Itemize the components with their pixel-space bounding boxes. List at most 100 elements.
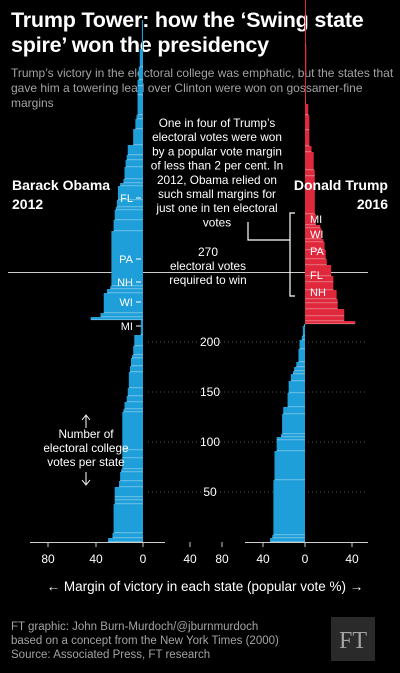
- bar: [119, 481, 143, 487]
- trump-2016-bars: [270, 0, 356, 543]
- bar: [305, 104, 309, 115]
- bar: [305, 303, 338, 309]
- state-label: MI: [310, 214, 322, 226]
- bar: [124, 167, 143, 179]
- bar: [122, 458, 143, 469]
- bar: [114, 487, 143, 497]
- bar: [120, 472, 143, 481]
- bar: [305, 250, 326, 259]
- bar: [305, 242, 325, 250]
- bar: [288, 381, 305, 393]
- bar: [90, 317, 143, 320]
- bar: [305, 103, 307, 104]
- bar: [272, 535, 305, 538]
- bar: [135, 119, 143, 129]
- bar: [281, 434, 305, 437]
- bar: [129, 366, 143, 372]
- x-axis-label: ← Margin of victory in each state (popul…: [47, 579, 364, 594]
- y-note: Number of: [58, 427, 114, 441]
- swing-bracket: [289, 212, 295, 297]
- state-label: MI: [121, 321, 133, 333]
- bar: [113, 220, 143, 231]
- state-label: FL: [120, 193, 133, 205]
- bar: [134, 335, 143, 346]
- bar: [276, 440, 305, 451]
- spire-annotation: of less than 2 per cent. In: [151, 159, 283, 173]
- bar: [305, 146, 312, 152]
- spire-annotation: 2012, Obama relied on: [157, 173, 277, 187]
- bar: [110, 286, 143, 289]
- bar: [270, 538, 305, 542]
- bar: [137, 80, 143, 86]
- credits: FT graphic: John Burn-Murdoch/@jburnmurd…: [11, 620, 311, 662]
- bar: [112, 533, 143, 538]
- bar: [287, 393, 305, 407]
- bar: [126, 155, 143, 160]
- bar: [276, 437, 305, 440]
- y-tick-label: 50: [203, 485, 217, 499]
- bar: [137, 95, 143, 115]
- bar: [122, 450, 143, 458]
- bar: [302, 326, 305, 336]
- bar: [128, 372, 143, 388]
- state-label: PA: [310, 246, 325, 258]
- bar: [120, 183, 143, 186]
- bar: [305, 0, 306, 15]
- spire-annotation: by a popular vote margin: [152, 144, 282, 158]
- annotations: Barack Obama 2012 Donald Trump 2016 One in f…: [12, 116, 388, 486]
- bar: [114, 497, 143, 500]
- bar: [124, 402, 143, 409]
- bar: [305, 309, 345, 316]
- bar: [114, 210, 143, 220]
- trump-label: Donald Trump: [294, 177, 388, 193]
- bar: [305, 239, 324, 242]
- bar: [293, 371, 305, 374]
- bar: [305, 115, 310, 130]
- spire-annotation: just one in ten electoral: [155, 201, 277, 215]
- y-note: electoral college: [43, 441, 129, 455]
- chart-subtitle: Trump’s victory in the electoral college…: [11, 66, 394, 110]
- x-tick-label: 40: [183, 552, 197, 566]
- axis-ticks: 80 40 0 40 80 40 0 40 50 100 150 200 ← Margin of vic…: [30, 335, 368, 594]
- bar: [117, 186, 143, 200]
- bar: [305, 176, 315, 214]
- bar: [305, 282, 334, 290]
- bar: [273, 480, 305, 535]
- bar: [305, 321, 356, 324]
- x-tick-label: 0: [302, 552, 309, 566]
- bar: [115, 207, 143, 210]
- bar: [136, 115, 143, 119]
- down-arrow: [81, 472, 91, 486]
- x-tick-label: 40: [256, 552, 270, 566]
- trump-year: 2016: [357, 196, 388, 212]
- bar: [305, 15, 306, 25]
- bar: [139, 49, 143, 67]
- bar: [140, 320, 143, 335]
- bar: [113, 504, 143, 533]
- bar: [305, 170, 315, 176]
- chart-title: Trump Tower: how the ‘Swing state spire’…: [11, 8, 364, 57]
- bar: [103, 293, 143, 313]
- bar: [122, 412, 143, 450]
- gridlines: [148, 341, 368, 493]
- state-label: WI: [120, 297, 133, 309]
- obama-label: Barack Obama: [12, 177, 110, 193]
- note-leader: [247, 222, 290, 241]
- bar: [301, 336, 305, 340]
- bar: [131, 358, 143, 366]
- bar: [133, 129, 143, 145]
- x-tick-label: 40: [89, 552, 103, 566]
- credit-line: FT graphic: John Burn-Murdoch/@jburnmurd…: [11, 621, 259, 633]
- bar: [100, 313, 143, 317]
- spire-annotation: electoral votes were won: [152, 130, 282, 144]
- credit-line: based on a concept from the New York Tim…: [11, 635, 279, 647]
- bar: [127, 145, 143, 155]
- x-tick-label: 0: [140, 552, 147, 566]
- bar: [137, 86, 143, 95]
- bar: [305, 130, 310, 146]
- bar: [123, 179, 143, 183]
- bar: [127, 388, 143, 396]
- bar: [123, 409, 143, 412]
- bar: [305, 259, 327, 265]
